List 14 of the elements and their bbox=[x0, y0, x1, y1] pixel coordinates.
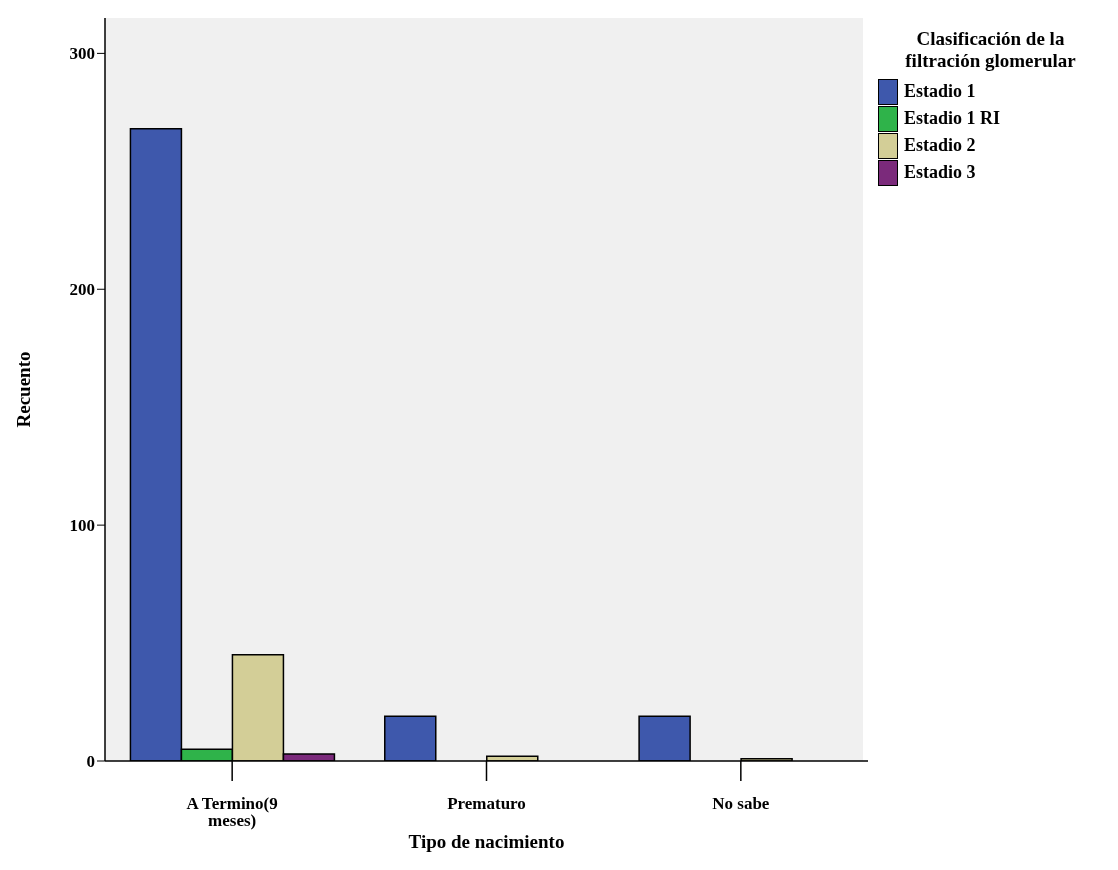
y-tick-label: 100 bbox=[69, 516, 95, 536]
x-tick-label: No sabe bbox=[712, 794, 770, 814]
legend-label: Estadio 3 bbox=[903, 161, 977, 184]
y-tick-label: 300 bbox=[69, 44, 95, 64]
y-axis-title: Recuento bbox=[12, 351, 34, 428]
legend-label: Estadio 2 bbox=[903, 134, 977, 157]
legend-label: Estadio 1 bbox=[903, 80, 977, 103]
legend-title: Clasificación de la filtración glomerular bbox=[904, 28, 1077, 72]
x-tick-label: Prematuro bbox=[447, 794, 526, 814]
y-tick-label: 0 bbox=[86, 752, 95, 772]
x-axis-title: Tipo de nacimiento bbox=[408, 831, 565, 852]
x-tick-label: A Termino(9 meses) bbox=[186, 794, 278, 831]
legend-label: Estadio 1 RI bbox=[903, 107, 1002, 130]
y-tick-label: 200 bbox=[69, 280, 95, 300]
